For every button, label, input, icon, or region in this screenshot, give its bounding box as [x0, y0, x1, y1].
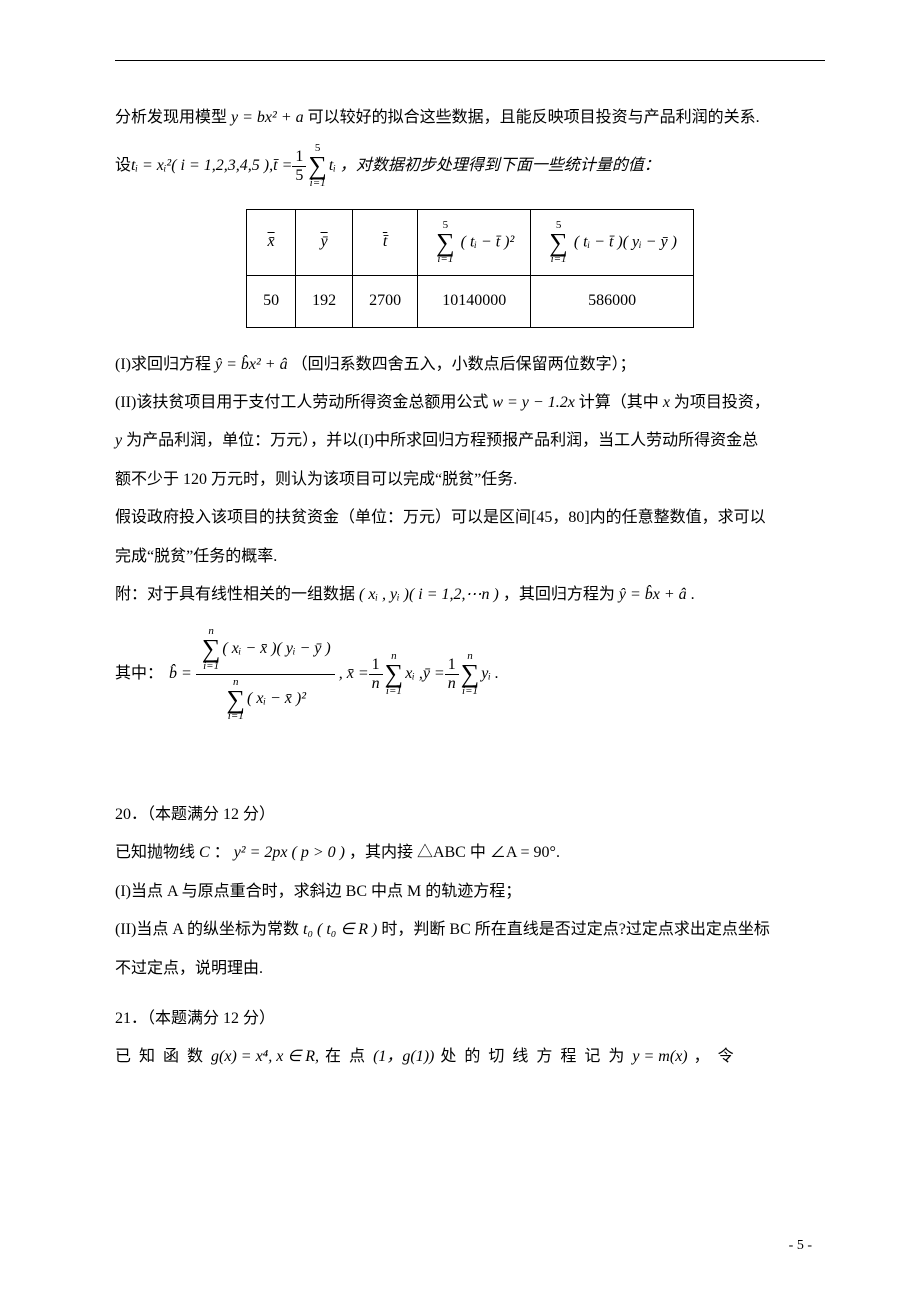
top-rule: [115, 60, 825, 61]
text: 附：对于具有线性相关的一组数据: [115, 586, 359, 603]
header-sum-cross: 5 ∑ i=1 ( tᵢ − t̄ )( yᵢ − ȳ ): [531, 209, 694, 275]
parabola-eq: y² = 2px ( p > 0 ): [234, 844, 345, 861]
header-xbar: x̄: [247, 209, 296, 275]
part-ii-line4: 假设政府投入该项目的扶贫资金（单位：万元）可以是区间[45，80]内的任意整数值…: [115, 503, 825, 533]
text: 在 点: [325, 1048, 373, 1065]
g-def: g(x) = x⁴, x ∈ R,: [211, 1048, 319, 1065]
text: ，其内接 △ABC 中 ∠A = 90°.: [349, 844, 560, 861]
text: ， 令: [694, 1048, 736, 1065]
q20-part-i: (I)当点 A 与原点重合时，求斜边 BC 中点 M 的轨迹方程；: [115, 877, 825, 907]
regression-eq: ŷ = b̂x² + â: [215, 356, 288, 373]
text: (II)当点 A 的纵坐标为常数: [115, 921, 303, 938]
sum-x: n ∑ i=1: [385, 651, 404, 696]
text: 设: [115, 151, 131, 181]
table-header-row: x̄ ȳ t̄ 5 ∑ i=1 ( tᵢ − t̄ )² 5 ∑ i=1 ( t…: [247, 209, 694, 275]
q20-line1: 已知抛物线 C ： y² = 2px ( p > 0 ) ，其内接 △ABC 中…: [115, 838, 825, 868]
statistics-table: x̄ ȳ t̄ 5 ∑ i=1 ( tᵢ − t̄ )² 5 ∑ i=1 ( t…: [246, 209, 694, 328]
text: 已 知 函 数: [115, 1048, 211, 1065]
one-n-2: 1 n: [445, 656, 459, 692]
part-ii-line3: 额不少于 120 万元时，则认为该项目可以完成“脱贫”任务.: [115, 465, 825, 495]
one-fifth: 1 5: [292, 148, 306, 184]
formula-block: 其中： b̂ = n ∑ i=1 ( xᵢ − x̄ )( yᵢ − ȳ ) n…: [115, 624, 825, 724]
t0: t₀ ( t₀ ∈ R ): [303, 921, 377, 938]
q20-part-ii-2: 不过定点，说明理由.: [115, 954, 825, 984]
text: ：: [214, 844, 230, 861]
bhat-lhs: b̂ =: [169, 659, 192, 689]
curve-c: C: [199, 844, 210, 861]
cell-xbar: 50: [247, 276, 296, 327]
q20-part-ii-1: (II)当点 A 的纵坐标为常数 t₀ ( t₀ ∈ R ) 时，判断 BC 所…: [115, 915, 825, 945]
ti-tail: tᵢ ，对数据初步处理得到下面一些统计量的值：: [329, 151, 660, 181]
part-ii-line5: 完成“脱贫”任务的概率.: [115, 542, 825, 572]
q20-title: 20．（本题满分 12 分）: [115, 800, 825, 830]
part-ii-line2: y 为产品利润，单位：万元），并以(I)中所求回归方程预报产品利润，当工人劳动所…: [115, 426, 825, 456]
y-var: y: [115, 432, 122, 449]
cell-ybar: 192: [296, 276, 353, 327]
model-eq: y = bx² + a: [231, 109, 304, 126]
w-formula: w = y − 1.2x: [492, 394, 574, 411]
yi: yᵢ .: [481, 659, 499, 689]
data-pair: ( xᵢ , yᵢ )( i = 1,2,⋯n ): [359, 586, 499, 603]
text: .: [691, 586, 695, 603]
page-number: - 5 -: [789, 1233, 812, 1260]
sum-y: n ∑ i=1: [461, 651, 480, 696]
cell-tbar: 2700: [353, 276, 418, 327]
i-range: ( i = 1,2,3,4,5 ),: [171, 151, 273, 181]
x-var: x: [663, 394, 670, 411]
one-n-1: 1 n: [369, 656, 383, 692]
text: 时，判断 BC 所在直线是否过定点?过定点求出定点坐标: [381, 921, 769, 938]
sum-symbol: 5 ∑ i=1: [308, 143, 327, 188]
tbar-lhs: t̄ =: [273, 151, 292, 181]
text: 计算（其中: [579, 394, 663, 411]
part-i: (I)求回归方程 ŷ = b̂x² + â （回归系数四舍五入，小数点后保留两位…: [115, 350, 825, 380]
linear-eq: ŷ = b̂x + â: [619, 586, 687, 603]
q21-title: 21．（本题满分 12 分）: [115, 1004, 825, 1034]
q21-line1: 已 知 函 数 g(x) = x⁴, x ∈ R, 在 点 (1，g(1)) 处…: [115, 1042, 825, 1072]
header-tbar: t̄: [353, 209, 418, 275]
t-definition: 设 tᵢ = xᵢ² ( i = 1,2,3,4,5 ), t̄ = 1 5 5…: [115, 143, 825, 188]
tangent: y = m(x): [632, 1048, 687, 1065]
table-data-row: 50 192 2700 10140000 586000: [247, 276, 694, 327]
where: 其中：: [115, 659, 163, 689]
text: (I)求回归方程: [115, 356, 215, 373]
text: （回归系数四舍五入，小数点后保留两位数字）；: [292, 356, 636, 373]
ti-def: tᵢ = xᵢ²: [131, 151, 171, 181]
text: 为项目投资，: [674, 394, 770, 411]
point: (1，g(1)): [373, 1048, 434, 1065]
cell-sumcross: 586000: [531, 276, 694, 327]
text: ，其回归方程为: [503, 586, 619, 603]
text: 可以较好的拟合这些数据，且能反映项目投资与产品利润的关系.: [308, 109, 760, 126]
appendix: 附：对于具有线性相关的一组数据 ( xᵢ , yᵢ )( i = 1,2,⋯n …: [115, 580, 825, 610]
cell-sumsq: 10140000: [418, 276, 531, 327]
intro-para: 分析发现用模型 y = bx² + a 可以较好的拟合这些数据，且能反映项目投资…: [115, 103, 825, 133]
part-ii-line1: (II)该扶贫项目用于支付工人劳动所得资金总额用公式 w = y − 1.2x …: [115, 388, 825, 418]
ybar-lhs: ȳ =: [423, 659, 445, 689]
text: 已知抛物线: [115, 844, 199, 861]
text: (II)该扶贫项目用于支付工人劳动所得资金总额用公式: [115, 394, 492, 411]
header-ybar: ȳ: [296, 209, 353, 275]
bhat-frac: n ∑ i=1 ( xᵢ − x̄ )( yᵢ − ȳ ) n ∑ i=1 ( …: [196, 624, 335, 724]
xi: xᵢ ,: [405, 659, 423, 689]
text: 处 的 切 线 方 程 记 为: [440, 1048, 632, 1065]
xbar-lhs: , x̄ =: [339, 659, 369, 689]
text: 为产品利润，单位：万元），并以(I)中所求回归方程预报产品利润，当工人劳动所得资…: [126, 432, 758, 449]
text: 分析发现用模型: [115, 109, 231, 126]
header-sum-sq: 5 ∑ i=1 ( tᵢ − t̄ )²: [418, 209, 531, 275]
